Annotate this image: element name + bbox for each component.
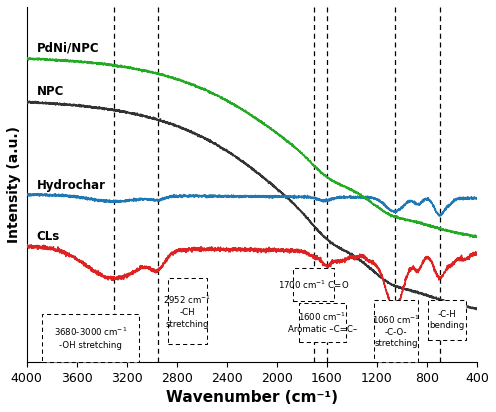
Text: 2952 cm$^{-1}$
-CH
stretching: 2952 cm$^{-1}$ -CH stretching bbox=[163, 294, 211, 328]
Text: Hydrochar: Hydrochar bbox=[37, 178, 106, 192]
X-axis label: Wavenumber (cm⁻¹): Wavenumber (cm⁻¹) bbox=[166, 390, 338, 405]
Text: NPC: NPC bbox=[37, 84, 64, 98]
Text: PdNi/NPC: PdNi/NPC bbox=[37, 41, 99, 54]
FancyBboxPatch shape bbox=[374, 300, 418, 362]
Y-axis label: Intensity (a.u.): Intensity (a.u.) bbox=[7, 126, 21, 243]
FancyBboxPatch shape bbox=[168, 279, 207, 344]
Text: -C-H
bending: -C-H bending bbox=[430, 310, 465, 330]
FancyBboxPatch shape bbox=[429, 300, 466, 340]
FancyBboxPatch shape bbox=[293, 268, 334, 302]
Text: 1700 cm$^{-1}$ C=O: 1700 cm$^{-1}$ C=O bbox=[278, 279, 349, 291]
Text: CLs: CLs bbox=[37, 230, 60, 243]
Text: 1600 cm$^{-1}$
Aromatic –C=C–: 1600 cm$^{-1}$ Aromatic –C=C– bbox=[288, 311, 357, 335]
FancyBboxPatch shape bbox=[300, 303, 346, 342]
Text: 1060 cm$^{-1}$
-C-O-
stretching: 1060 cm$^{-1}$ -C-O- stretching bbox=[372, 314, 421, 348]
Text: 3680-3000 cm$^{-1}$
-OH stretching: 3680-3000 cm$^{-1}$ -OH stretching bbox=[54, 326, 127, 349]
FancyBboxPatch shape bbox=[42, 314, 139, 362]
